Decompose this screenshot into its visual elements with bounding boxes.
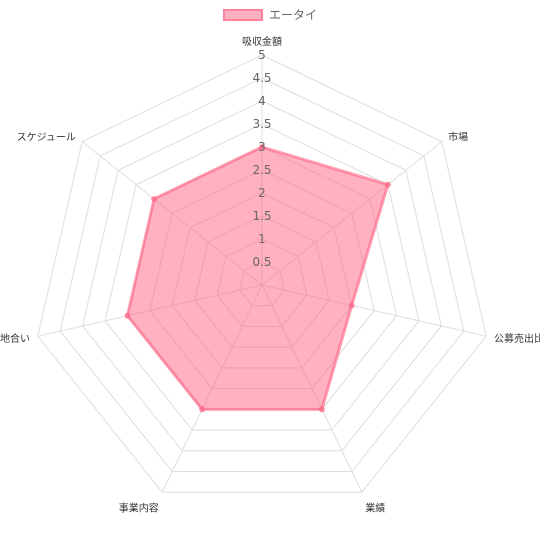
series-area (125, 145, 390, 411)
category-label: 市場 (448, 131, 468, 144)
radar-tick-labels: 0.5 1 1.5 2 2.5 3 3.5 4 4.5 5 (252, 48, 271, 269)
tick-label: 0.5 (252, 255, 271, 269)
radar-series (124, 144, 391, 413)
data-point[interactable] (384, 181, 391, 188)
tick-label: 3 (258, 140, 266, 154)
legend[interactable]: エータイ (0, 6, 540, 23)
data-point[interactable] (124, 312, 131, 319)
tick-label: 1.5 (252, 209, 271, 223)
category-label: スケジュール (17, 132, 76, 144)
grid-ring (104, 123, 420, 431)
tick-label: 1 (258, 232, 266, 246)
data-point[interactable] (318, 406, 325, 413)
tick-label: 5 (258, 48, 266, 62)
category-label: 業績 (365, 501, 385, 514)
tick-label: 4 (258, 94, 266, 108)
data-point[interactable] (259, 144, 265, 150)
legend-swatch (222, 8, 263, 21)
grid-ring (82, 100, 442, 452)
grid-ring (37, 54, 487, 493)
category-label: 地合い (0, 332, 30, 345)
tick-label: 2.5 (252, 163, 271, 177)
category-label: 公募売出比 (494, 332, 540, 345)
grid-ring (59, 77, 465, 472)
category-label: 吸収金額 (242, 35, 282, 48)
data-point[interactable] (151, 195, 158, 202)
category-label: 事業内容 (119, 501, 159, 514)
tick-label: 2 (258, 186, 266, 200)
data-point[interactable] (199, 406, 206, 413)
tick-label: 3.5 (252, 117, 271, 131)
data-point[interactable] (348, 302, 355, 309)
legend-label: エータイ (268, 8, 317, 22)
tick-label: 4.5 (252, 71, 271, 85)
